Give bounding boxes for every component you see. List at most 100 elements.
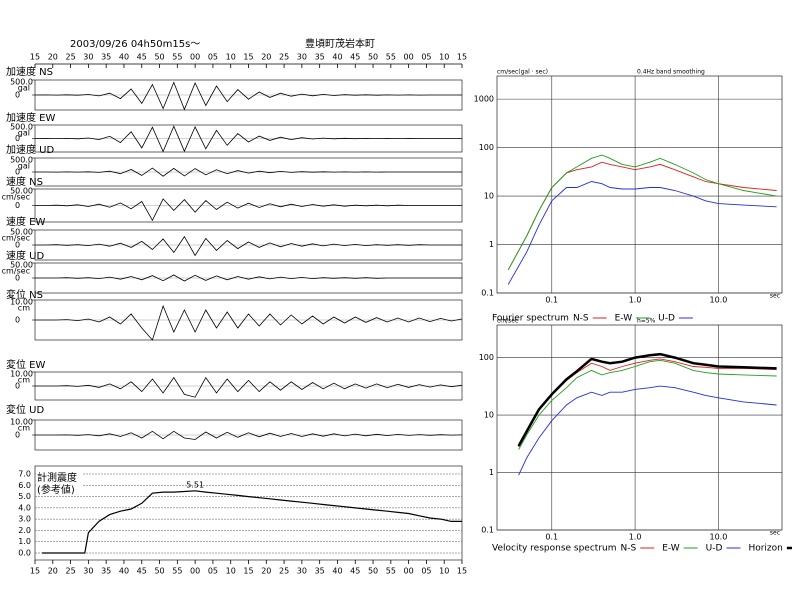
x-tick-label: 10.0 (709, 296, 727, 305)
waveform (35, 235, 462, 257)
x-tick-label: 15 (243, 567, 253, 576)
x-tick-label: 05 (421, 567, 431, 576)
record-time: 2003/09/26 04h50m15s～ (70, 39, 200, 50)
y-tick-label: 0.0 (18, 549, 31, 558)
chart-subtitle: h=5% (637, 318, 656, 325)
panel-tick-label: 50.00 (10, 228, 33, 237)
waveform (34, 125, 462, 153)
x-tick-label: 55 (386, 567, 396, 576)
waveform (35, 274, 462, 282)
time-tick-label: 20 (48, 53, 58, 62)
spectrum-line (507, 161, 777, 271)
spectrum-line (518, 359, 777, 450)
waveform (34, 81, 462, 111)
y-tick-label: 1000 (474, 95, 494, 104)
y-tick-label: 0.1 (481, 289, 494, 298)
panel-tick-label: 0 (15, 168, 20, 177)
waveform (35, 198, 462, 222)
plot-frame (496, 75, 783, 294)
panel-label: 加速度 EW (6, 111, 55, 124)
x-tick-label: 50 (368, 567, 378, 576)
x-tick-label: 20 (261, 567, 271, 576)
panel-tick-label: 10.00 (10, 418, 33, 427)
x-axis-label: sec (770, 530, 780, 537)
panel-label: 変位 EW (6, 358, 45, 371)
y-tick-label: 6.0 (18, 481, 31, 490)
x-tick-label: 0.1 (545, 296, 558, 305)
time-tick-label: 45 (350, 53, 360, 62)
time-tick-label: 15 (30, 53, 40, 62)
panel-tick-label: 0 (15, 274, 20, 283)
x-tick-label: 55 (172, 567, 182, 576)
time-tick-label: 00 (404, 53, 414, 62)
spectrum-line (517, 352, 777, 447)
x-tick-label: 10.0 (709, 533, 727, 542)
legend-title: Velocity response spectrum (492, 544, 617, 554)
time-tick-label: 10 (439, 53, 449, 62)
panel-tick-label: 500.0 (10, 78, 33, 87)
panel-tick-label: 0 (15, 201, 20, 210)
title-backdrop (36, 470, 82, 496)
time-tick-label: 10 (226, 53, 236, 62)
legend-label: E-W (615, 314, 633, 324)
panel-unit: gal (18, 129, 30, 138)
time-tick-label: 25 (65, 53, 75, 62)
x-tick-label: 45 (350, 567, 360, 576)
panel-unit: cm (18, 424, 30, 433)
x-tick-label: 00 (404, 567, 414, 576)
panel-tick-label: 0 (15, 91, 20, 100)
panel-label: 速度 EW (6, 215, 45, 228)
x-tick-label: 35 (101, 567, 111, 576)
y-tick-label: 5.0 (18, 492, 31, 501)
spectrum-line (518, 385, 777, 476)
x-tick-label: 05 (208, 567, 218, 576)
chart-title: 計測震度 (37, 471, 77, 484)
legend-label: E-W (662, 544, 680, 554)
y-axis-label: cm/sec(gal · sec) (497, 69, 548, 76)
chart-subtitle: 0.4Hz band smoothing (637, 69, 705, 76)
y-tick-label: 4.0 (18, 503, 31, 512)
panel-tick-label: 0 (15, 382, 20, 391)
legend-label: U-D (706, 544, 723, 554)
x-tick-label: 1.0 (629, 533, 642, 542)
time-tick-label: 35 (315, 53, 325, 62)
y-tick-label: 1 (489, 468, 494, 477)
panel-unit: cm/sec (2, 234, 30, 243)
panel-label: 加速度 UD (6, 143, 54, 156)
legend-label: N-S (621, 544, 637, 554)
panel-label: 加速度 NS (6, 65, 53, 78)
time-tick-label: 40 (332, 53, 342, 62)
peak-label: 5.51 (186, 480, 204, 489)
spectrum-line (518, 358, 777, 448)
legend-label: Horizon (748, 544, 782, 554)
x-tick-label: 0.1 (545, 533, 558, 542)
panel-tick-label: 50.00 (10, 261, 33, 270)
panel-label: 速度 UD (6, 249, 44, 262)
panel-label: 速度 NS (6, 175, 43, 188)
y-tick-label: 100 (479, 143, 494, 152)
waveform (35, 167, 462, 177)
intensity-line (42, 490, 462, 554)
panel-tick-label: 0 (15, 316, 20, 325)
y-tick-label: 0.1 (481, 526, 494, 535)
y-tick-label: 1 (489, 240, 494, 249)
panel-tick-label: 10.00 (10, 370, 33, 379)
y-tick-label: 7.0 (18, 470, 31, 479)
x-tick-label: 35 (315, 567, 325, 576)
time-tick-label: 45 (137, 53, 147, 62)
y-axis-label: cm/sec (497, 318, 518, 325)
panel-tick-label: 0 (15, 431, 20, 440)
panel-unit: cm (18, 304, 30, 313)
time-tick-label: 30 (83, 53, 93, 62)
panel-unit: cm (18, 376, 30, 385)
y-tick-label: 2.0 (18, 526, 31, 535)
legend-label: N-S (573, 314, 589, 324)
time-tick-label: 05 (208, 53, 218, 62)
time-tick-label: 20 (261, 53, 271, 62)
waveform (35, 304, 463, 341)
panel-unit: cm/sec (2, 267, 30, 276)
station-name: 豊頃町茂岩本町 (305, 37, 375, 50)
time-tick-label: 25 (279, 53, 289, 62)
panel-label: 変位 UD (6, 403, 44, 416)
